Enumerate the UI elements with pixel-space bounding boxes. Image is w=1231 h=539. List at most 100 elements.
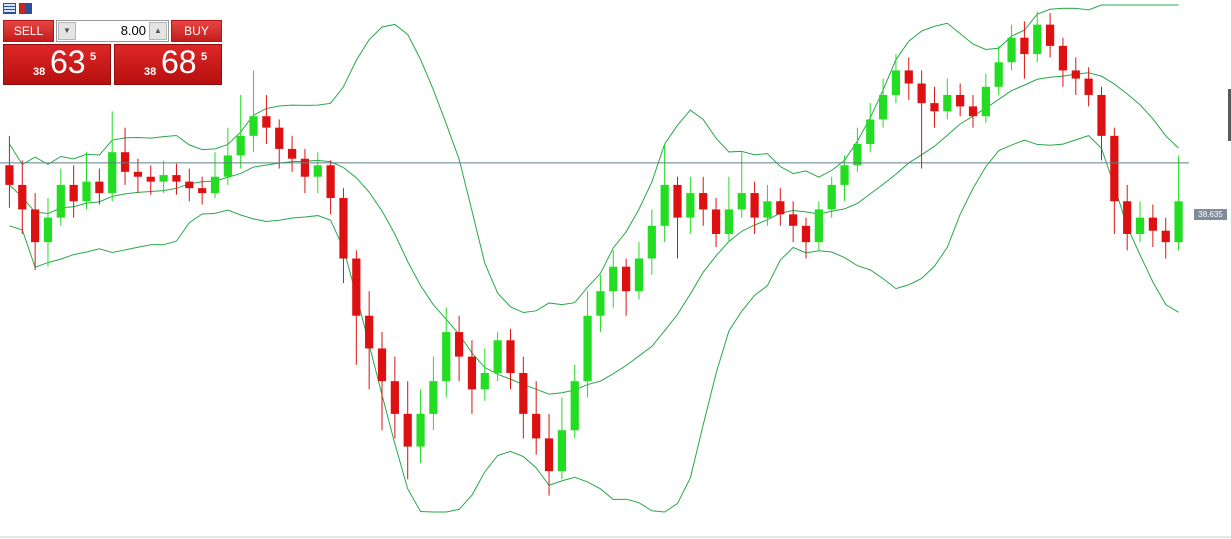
buy-price-pip: 5: [201, 51, 208, 63]
candle-body: [737, 193, 746, 210]
candle-body: [699, 193, 708, 210]
candle-body: [159, 175, 168, 182]
candle-body: [416, 413, 425, 447]
candle-body: [339, 197, 348, 259]
band-middle: [9, 72, 1179, 395]
candle-body: [275, 127, 284, 149]
candle-body: [891, 70, 901, 95]
band-lower: [9, 135, 1179, 513]
candle-body: [557, 430, 566, 472]
candle-body: [249, 116, 258, 136]
candle-body: [1123, 201, 1132, 234]
candle-body: [287, 148, 297, 159]
candle-body: [853, 144, 862, 166]
candle-body: [223, 155, 232, 177]
candle-body: [82, 181, 91, 202]
candle-body: [1045, 24, 1055, 46]
candle-body: [95, 181, 104, 194]
candle-body: [1071, 70, 1080, 79]
candle-body: [1161, 230, 1170, 243]
candle-body: [18, 184, 27, 210]
candle-body: [506, 340, 515, 373]
candle-body: [69, 184, 78, 202]
candle-body: [236, 135, 245, 156]
candle-body: [583, 315, 592, 382]
candle-body: [1084, 78, 1093, 95]
candle-body: [198, 188, 207, 194]
candle-body: [172, 175, 181, 182]
lot-size-input[interactable]: ▼ 8.00 ▲: [56, 20, 169, 42]
chart-scroll-marker[interactable]: [1228, 89, 1231, 141]
candle-body: [904, 70, 913, 84]
candle-body: [1058, 45, 1068, 71]
candle-body: [570, 381, 579, 431]
candle-body: [108, 152, 117, 194]
candle-body: [622, 266, 631, 292]
buy-price-large: 68: [161, 44, 197, 80]
candle-body: [994, 62, 1003, 87]
candle-body: [1110, 135, 1119, 202]
candle-body: [1020, 37, 1029, 55]
candle-body: [1135, 217, 1145, 234]
decrease-lot-icon[interactable]: ▼: [58, 22, 76, 40]
current-price-label: 38.635: [1194, 209, 1227, 220]
candle-body: [647, 225, 656, 259]
candle-body: [326, 165, 335, 198]
candle-body: [146, 176, 155, 182]
lot-size-value[interactable]: 8.00: [120, 23, 146, 38]
candle-body: [866, 119, 875, 145]
one-click-trade-panel: SELL ▼ 8.00 ▲ BUY 38 63 5 38 68 5: [3, 20, 222, 85]
candle-body: [1007, 37, 1016, 63]
sell-price-small: 38: [33, 66, 46, 78]
candle-body: [133, 171, 143, 177]
candle-body: [917, 83, 926, 104]
candle-body: [686, 193, 695, 218]
candle-body: [467, 356, 477, 390]
buy-button[interactable]: BUY: [171, 20, 222, 42]
candle-body: [1148, 217, 1157, 231]
candle-body: [56, 184, 65, 218]
candle-body: [1097, 94, 1106, 136]
candle-body: [480, 372, 489, 390]
buy-price-small: 38: [144, 66, 157, 78]
candle-body: [210, 176, 220, 194]
candle-body: [596, 291, 605, 316]
buy-price-box[interactable]: 38 68 5: [114, 44, 222, 85]
candle-body: [673, 184, 682, 218]
candle-body: [5, 165, 14, 185]
sell-price-large: 63: [50, 44, 86, 80]
grid-icon[interactable]: [3, 3, 16, 14]
increase-lot-icon[interactable]: ▲: [149, 22, 167, 40]
sell-button[interactable]: SELL: [3, 20, 54, 42]
candle-body: [493, 340, 502, 373]
candle-body: [1174, 201, 1183, 243]
candle-body: [429, 381, 438, 414]
candle-body: [31, 209, 40, 243]
candle-body: [519, 372, 528, 414]
candle-body: [789, 214, 798, 226]
candle-body: [185, 181, 194, 189]
candle-body: [442, 332, 451, 382]
candle-body: [763, 201, 772, 218]
candle-body: [878, 94, 888, 120]
candle-body: [750, 193, 759, 218]
candle-body: [711, 209, 721, 234]
candle-body: [609, 266, 618, 292]
sell-price-box[interactable]: 38 63 5: [3, 44, 111, 85]
candle-body: [660, 184, 669, 226]
candle-body: [454, 332, 464, 357]
book-icon[interactable]: [19, 3, 32, 14]
toolbar-icons: [3, 3, 32, 14]
candle-body: [544, 438, 554, 472]
sell-price-pip: 5: [90, 51, 97, 63]
candle-body: [968, 106, 978, 117]
candle-body: [365, 315, 374, 349]
candle-body: [956, 94, 965, 107]
candle-body: [981, 86, 990, 117]
candle-body: [120, 152, 130, 172]
candle-body: [390, 381, 399, 414]
candles: [5, 11, 1183, 496]
candle-body: [724, 209, 734, 234]
candle-body: [930, 103, 939, 112]
